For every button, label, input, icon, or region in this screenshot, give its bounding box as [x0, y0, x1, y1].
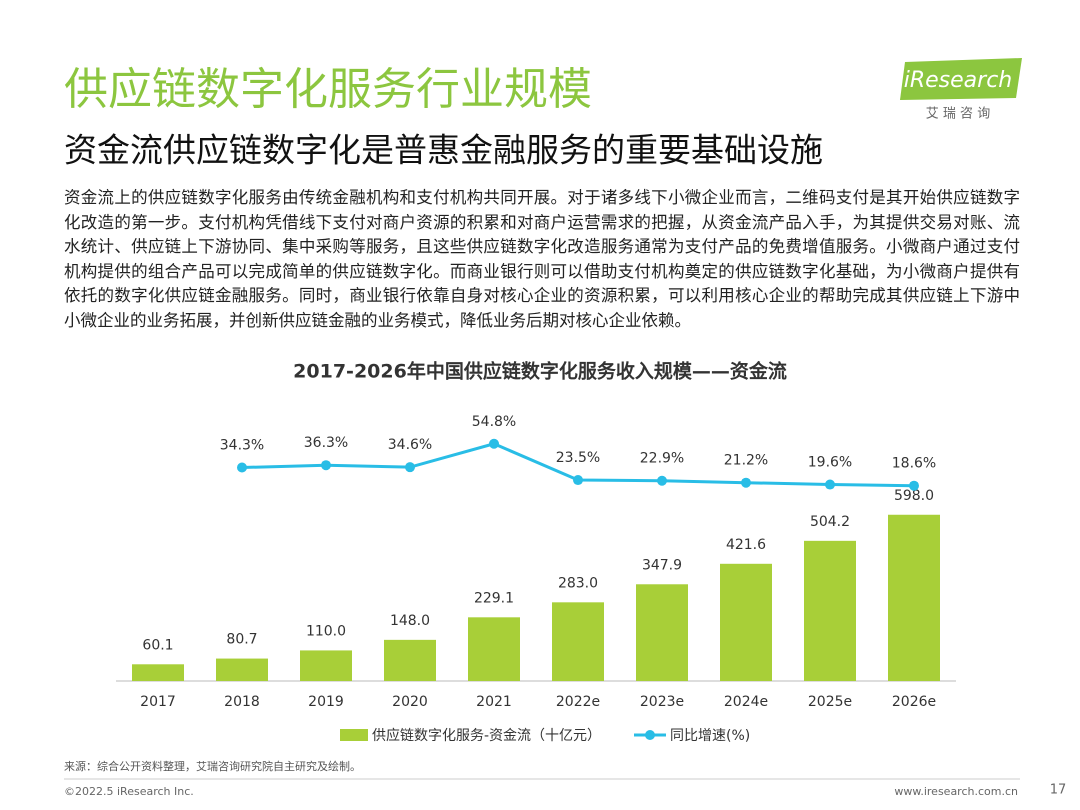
bar	[888, 514, 940, 681]
x-tick-label: 2021	[476, 694, 512, 710]
logo: iResearch	[904, 68, 1013, 93]
source: 来源：综合公开资料整理，艾瑞咨询研究院自主研究及绘制。	[64, 759, 361, 773]
x-tick-label: 2024e	[724, 694, 768, 710]
line-point	[825, 479, 835, 490]
value-label: 34.3%	[220, 438, 264, 454]
x-tick-label: 2026e	[892, 694, 936, 710]
value-label: 60.1	[142, 637, 173, 653]
x-tick-label: 2022e	[556, 694, 600, 710]
value-label: 110.0	[306, 623, 346, 639]
line-point	[321, 460, 331, 471]
value-label: 22.9%	[640, 451, 684, 467]
bar	[300, 650, 352, 681]
x-tick-label: 2023e	[640, 694, 684, 710]
logo-shape	[900, 58, 1022, 100]
value-label: 19.6%	[808, 455, 852, 471]
url: www.iresearch.com.cn	[894, 785, 1018, 798]
line-point	[489, 438, 499, 449]
bar	[384, 639, 436, 681]
bar	[552, 602, 604, 681]
legend-label: 供应链数字化服务-资金流（十亿元）	[372, 727, 601, 744]
bar	[216, 658, 268, 681]
value-label: 504.2	[810, 514, 850, 530]
page-subtitle: 资金流供应链数字化是普惠金融服务的重要基础设施	[64, 131, 823, 170]
bar	[468, 617, 520, 681]
legend-swatch-bar	[340, 729, 368, 741]
value-label: 148.0	[390, 613, 430, 629]
legend-swatch-dot	[645, 730, 655, 740]
line-point	[573, 475, 583, 486]
value-label: 80.7	[226, 632, 257, 648]
bar	[720, 563, 772, 681]
value-label: 23.5%	[556, 450, 600, 466]
value-label: 229.1	[474, 590, 514, 606]
line-point	[741, 477, 751, 488]
page-number: 17	[1050, 783, 1067, 798]
chart-title: 2017-2026年中国供应链数字化服务收入规模——资金流	[293, 360, 787, 383]
bar	[636, 584, 688, 681]
value-label: 54.8%	[472, 414, 516, 430]
value-label: 347.9	[642, 557, 682, 573]
legend-label: 同比增速(%)	[670, 728, 750, 744]
x-tick-label: 2017	[140, 694, 176, 710]
line-point	[657, 475, 667, 486]
x-tick-label: 2018	[224, 694, 260, 710]
value-label: 18.6%	[892, 456, 936, 472]
line-point	[909, 480, 919, 491]
bar	[804, 540, 856, 681]
value-label: 21.2%	[724, 453, 768, 469]
value-label: 283.0	[558, 575, 598, 591]
copyright: ©2022.5 iResearch Inc.	[64, 785, 194, 798]
value-label: 598.0	[894, 488, 934, 504]
value-label: 34.6%	[388, 437, 432, 453]
body-text: 资金流上的供应链数字化服务由传统金融机构和支付机构共同开展。对于诸多线下小微企业…	[64, 188, 1020, 330]
bar	[132, 664, 184, 681]
value-label: 36.3%	[304, 435, 348, 451]
page-title: 供应链数字化服务行业规模	[64, 64, 592, 115]
line-point	[237, 462, 247, 473]
line-point	[405, 462, 415, 473]
x-tick-label: 2025e	[808, 694, 852, 710]
logo-sub: 艾 瑞 咨 询	[926, 107, 990, 122]
value-label: 421.6	[726, 537, 766, 553]
x-tick-label: 2020	[392, 694, 428, 710]
x-tick-label: 2019	[308, 694, 344, 710]
